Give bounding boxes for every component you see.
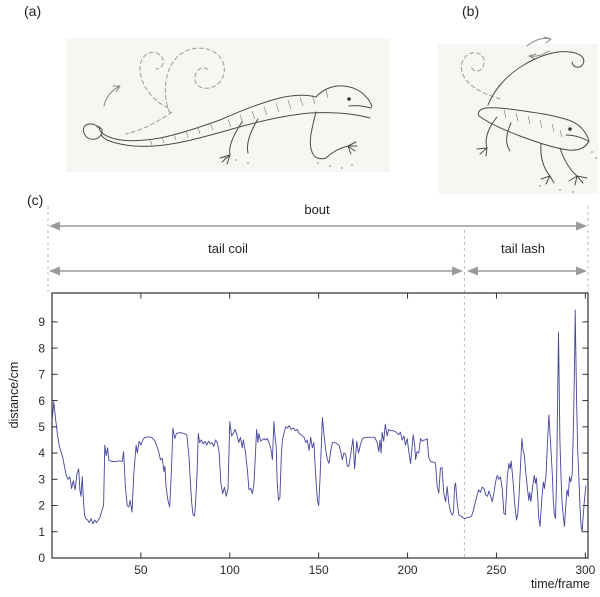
- panel-a-paper-wash: [66, 38, 390, 172]
- x-tick-label: 200: [398, 563, 418, 577]
- tail-motion-arrow-icon: [528, 50, 550, 60]
- x-tick-label: 150: [309, 563, 329, 577]
- arrowhead-left-icon: [49, 221, 60, 231]
- y-tick-label: 8: [38, 341, 45, 355]
- tail-lash-label: tail lash: [500, 241, 546, 256]
- tail-coil-label: tail coil: [208, 241, 248, 256]
- lizard-b-hind-leg: [476, 116, 512, 157]
- lizard-b-front-near-leg: [559, 147, 588, 186]
- tail-motion-arrow-icon: [526, 36, 552, 47]
- lizard-a-back-outline: [99, 85, 373, 142]
- lizard-a-ground-specks: [224, 157, 353, 169]
- x-tick-label: 100: [220, 563, 240, 577]
- y-tick-label: 7: [38, 368, 45, 382]
- lizard-a-mouth: [348, 105, 372, 109]
- lizard-a-hind-leg: [219, 118, 259, 165]
- y-tick-label: 2: [38, 499, 45, 513]
- tail-coil-span-arrow: [49, 266, 463, 276]
- y-tick-label: 4: [38, 446, 45, 460]
- lizard-b-mouth: [565, 134, 589, 142]
- bout-span-arrow: [49, 221, 587, 231]
- x-tick-label: 50: [134, 563, 148, 577]
- arrowhead-right-icon: [576, 266, 587, 276]
- y-tick-label: 6: [38, 394, 45, 408]
- y-tick-label: 0: [38, 551, 45, 565]
- lizard-a-front-leg: [309, 111, 358, 160]
- y-tick-label: 9: [38, 315, 45, 329]
- lizard-a-texture-hatching: [149, 89, 329, 146]
- lizard-b-eye: [568, 127, 572, 131]
- lizard-b-back-outline: [477, 107, 590, 142]
- x-tick-label: 300: [575, 563, 595, 577]
- panel-b-label: (b): [462, 3, 480, 19]
- lizard-a-tail-coil: [82, 123, 103, 140]
- y-axis-title: distance/cm: [7, 361, 21, 429]
- arrowhead-left-icon: [49, 266, 60, 276]
- tail-ghost-sweep: [125, 111, 173, 135]
- lizard-b-raised-tail: [487, 51, 585, 106]
- lizard-b-texture-hatching: [503, 109, 563, 138]
- tail-coil-ghost-large: [164, 47, 225, 114]
- lizard-b-belly-outline: [478, 115, 590, 151]
- bout-label: bout: [304, 202, 330, 217]
- lizard-a-belly-outline: [100, 112, 371, 147]
- plot-frame: [51, 292, 589, 559]
- arrowhead-right-icon: [452, 266, 463, 276]
- y-tick-label: 1: [38, 525, 45, 539]
- panel-a-label: (a): [24, 3, 42, 19]
- tail-lash-ghost-coil: [460, 52, 501, 100]
- x-axis-title: time/frame: [530, 577, 590, 591]
- y-tick-label: 3: [38, 472, 45, 486]
- y-tick-label: 5: [38, 420, 45, 434]
- tail-lash-span-arrow: [467, 266, 587, 276]
- tail-motion-arrow-icon: [103, 85, 121, 107]
- lizard-b-illustration: [460, 36, 597, 193]
- arrowhead-left-icon: [467, 266, 478, 276]
- lizard-a-illustration: [82, 47, 373, 169]
- x-tick-label: 250: [486, 563, 506, 577]
- panel-c-label: (c): [27, 192, 44, 208]
- lizard-b-front-far-leg: [540, 143, 555, 185]
- lizard-b-ground-specks: [539, 151, 597, 193]
- lizard-a-eye: [347, 97, 351, 101]
- tail-coil-ghost-small: [139, 51, 169, 109]
- arrowhead-right-icon: [576, 221, 587, 231]
- distance-series: [51, 309, 587, 533]
